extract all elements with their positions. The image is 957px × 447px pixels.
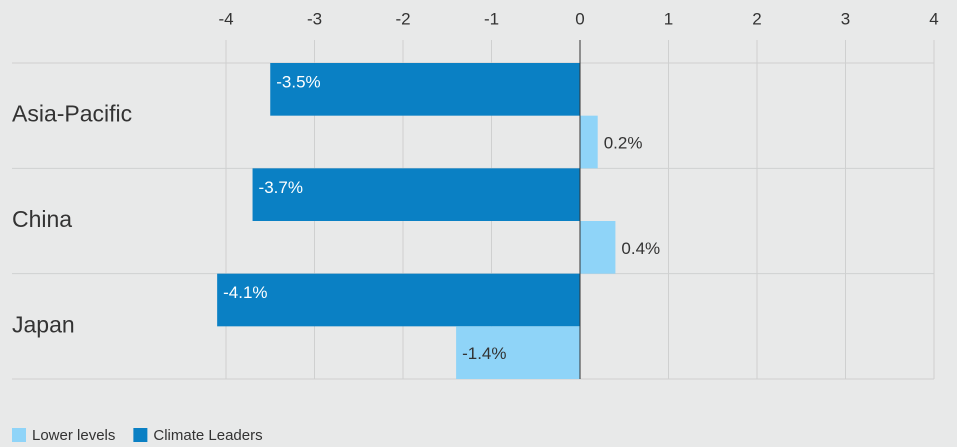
legend-swatch bbox=[12, 428, 26, 442]
bar bbox=[252, 168, 581, 221]
value-label: -1.4% bbox=[462, 344, 506, 363]
category-label: China bbox=[12, 206, 72, 232]
x-tick-label: 0 bbox=[575, 9, 584, 28]
x-tick-label: -2 bbox=[395, 9, 410, 28]
bar bbox=[456, 326, 580, 379]
value-label: -3.5% bbox=[276, 72, 320, 91]
bar bbox=[580, 115, 598, 169]
x-tick-label: 2 bbox=[752, 9, 761, 28]
category-label: Asia-Pacific bbox=[12, 101, 132, 127]
value-label: 0.2% bbox=[604, 133, 643, 152]
legend-label: Lower levels bbox=[32, 427, 115, 444]
x-tick-label: 4 bbox=[929, 9, 938, 28]
value-label: 0.4% bbox=[621, 239, 660, 258]
x-tick-label: -3 bbox=[307, 9, 322, 28]
x-tick-label: 1 bbox=[664, 9, 673, 28]
bar bbox=[270, 63, 580, 116]
category-label: Japan bbox=[12, 311, 75, 337]
legend-swatch bbox=[133, 428, 148, 442]
bar bbox=[217, 273, 580, 327]
x-tick-label: -4 bbox=[218, 9, 233, 28]
legend-label: Climate Leaders bbox=[153, 427, 262, 444]
value-label: -3.7% bbox=[259, 178, 303, 197]
x-tick-label: -1 bbox=[484, 9, 499, 28]
x-tick-label: 3 bbox=[841, 9, 850, 28]
bar bbox=[580, 221, 616, 274]
value-label: -4.1% bbox=[223, 283, 267, 302]
